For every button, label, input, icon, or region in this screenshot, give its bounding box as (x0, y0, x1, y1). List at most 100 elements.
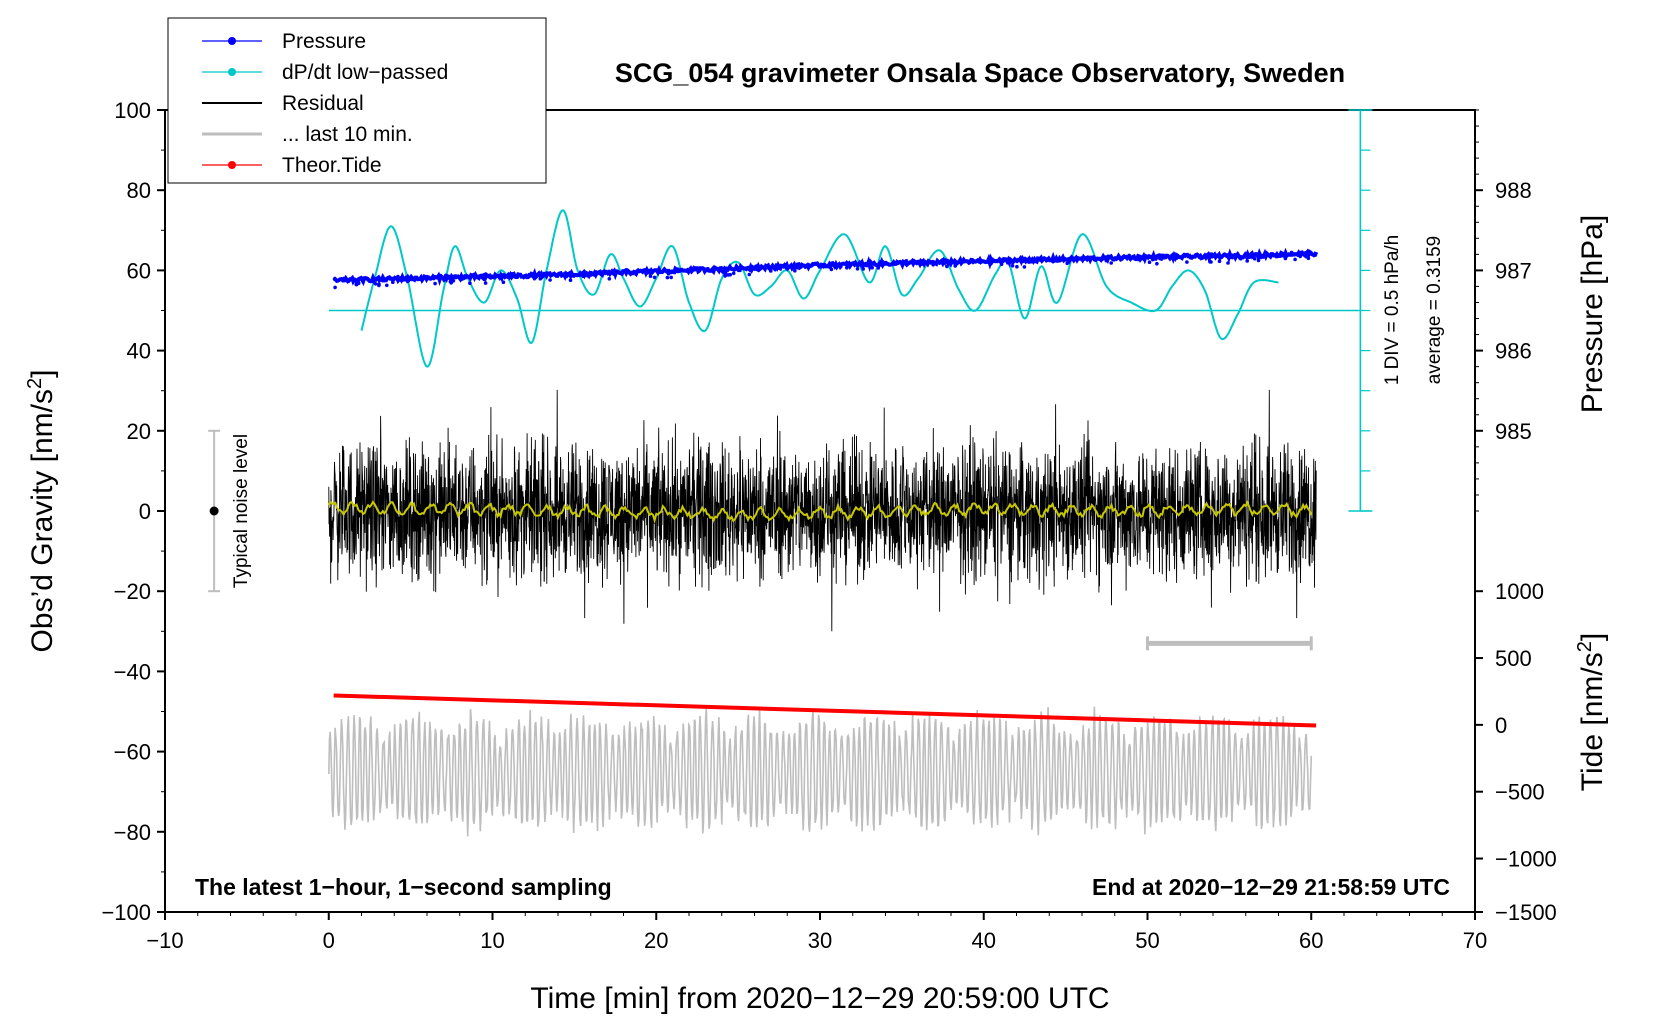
legend-items: Pressure dP/dt low−passed Residual ... last… (202, 30, 448, 177)
pressure-point (1256, 258, 1261, 263)
pressure-point (999, 262, 1004, 267)
x-axis: −10 0 10 20 30 40 50 60 70 (146, 912, 1487, 953)
legend-label-2: Residual (282, 92, 364, 115)
pressure-point (1293, 257, 1297, 262)
legend-label-0: Pressure (282, 30, 366, 53)
pressure-point (341, 278, 345, 283)
pressure-point (666, 271, 671, 276)
pressure-point (648, 274, 653, 279)
pressure-point (1010, 263, 1015, 268)
legend-label-1: dP/dt low−passed (282, 61, 448, 84)
pressure-point (1226, 261, 1230, 265)
pressure-point (728, 272, 732, 277)
pressure-point (438, 273, 443, 278)
pressure-point (451, 279, 456, 283)
y-tick-label-0: −100 (101, 900, 151, 925)
y-tick-label-4: −20 (114, 579, 151, 604)
x-tick-label-8: 70 (1463, 928, 1487, 953)
pressure-point (577, 273, 582, 278)
pressure-point (600, 272, 604, 277)
residual-smoothed-series (327, 499, 1313, 524)
pressure-point (1298, 254, 1303, 259)
pressure-point (755, 263, 760, 268)
y-tick-label-8: 60 (127, 258, 151, 283)
pressure-point (1104, 258, 1109, 263)
residual-line (328, 389, 1317, 632)
pressure-point (531, 272, 535, 276)
x-tick-label-3: 20 (644, 928, 668, 953)
pressure-point (584, 273, 589, 277)
pressure-point (747, 272, 752, 277)
pressure-point (468, 281, 472, 286)
pressure-point (391, 280, 395, 285)
pressure-point (919, 262, 924, 267)
y-axis-tide-label: Tide [nm/s2] (1574, 633, 1609, 791)
pressure-point (931, 263, 935, 267)
pressure-tick-label-2: 987 (1495, 258, 1532, 283)
pressure-point (382, 278, 386, 283)
pressure-point (945, 264, 949, 269)
pressure-point (1238, 256, 1243, 261)
pressure-point (665, 275, 670, 280)
pressure-point (731, 271, 736, 276)
y-tick-label-1: −80 (114, 820, 151, 845)
tide-tick-label-3: −500 (1495, 780, 1545, 805)
pressure-point (674, 267, 679, 272)
pressure-point (775, 263, 780, 267)
pressure-point (1027, 257, 1032, 261)
x-tick-label-7: 60 (1299, 928, 1323, 953)
pressure-point (406, 279, 410, 283)
pressure-point (1155, 261, 1159, 266)
pressure-tick-label-1: 986 (1495, 339, 1532, 364)
pressure-point (1060, 257, 1064, 261)
pressure-point (1022, 265, 1027, 269)
pressure-point (475, 275, 480, 280)
pressure-point (1283, 256, 1288, 261)
residual-series (328, 389, 1317, 632)
pressure-point (662, 269, 666, 273)
pressure-point (453, 275, 458, 280)
tide-tick-label-4: −1000 (1495, 847, 1557, 872)
pressure-point (939, 260, 944, 265)
y-tick-label-3: −40 (114, 659, 151, 684)
y-axis-pressure-label: Pressure [hPa] (1576, 215, 1609, 413)
pressure-point (1233, 252, 1238, 257)
pressure-point (1205, 252, 1210, 257)
pressure-point (1006, 258, 1010, 262)
last-10-min-line (328, 706, 1313, 837)
pressure-point (879, 259, 883, 264)
pressure-point (589, 270, 593, 275)
y-tick-label-9: 80 (127, 178, 151, 203)
pressure-point (1252, 256, 1257, 261)
end-time-note: End at 2020−12−29 21:58:59 UTC (1092, 874, 1450, 900)
noise-level-note: Typical noise level (231, 434, 252, 588)
pressure-point (385, 283, 389, 288)
pressure-point (1292, 252, 1296, 257)
pressure-point (870, 261, 875, 266)
pressure-point (333, 285, 337, 290)
pressure-point (649, 270, 654, 275)
dpdt-series (328, 109, 1373, 512)
pressure-point (669, 275, 673, 280)
pressure-point (949, 259, 953, 263)
pressure-point (703, 267, 707, 272)
chart-annotations (208, 429, 1313, 651)
noise-bar-center (209, 506, 219, 516)
pressure-point (1305, 255, 1310, 259)
pressure-point (1305, 251, 1309, 256)
x-tick-label-2: 10 (480, 928, 504, 953)
pressure-point (1209, 260, 1213, 264)
chart-title: SCG_054 gravimeter Onsala Space Observat… (615, 58, 1345, 88)
pressure-point (396, 274, 400, 279)
pressure-line (333, 247, 1319, 287)
pressure-point (1029, 259, 1033, 264)
pressure-series (332, 247, 1319, 290)
pressure-point (763, 265, 767, 270)
pressure-point (565, 272, 569, 276)
pressure-point (742, 266, 747, 271)
pressure-point (1174, 256, 1179, 261)
pressure-point (377, 282, 381, 287)
pressure-point (652, 275, 657, 280)
y-tick-label-2: −60 (114, 740, 151, 765)
